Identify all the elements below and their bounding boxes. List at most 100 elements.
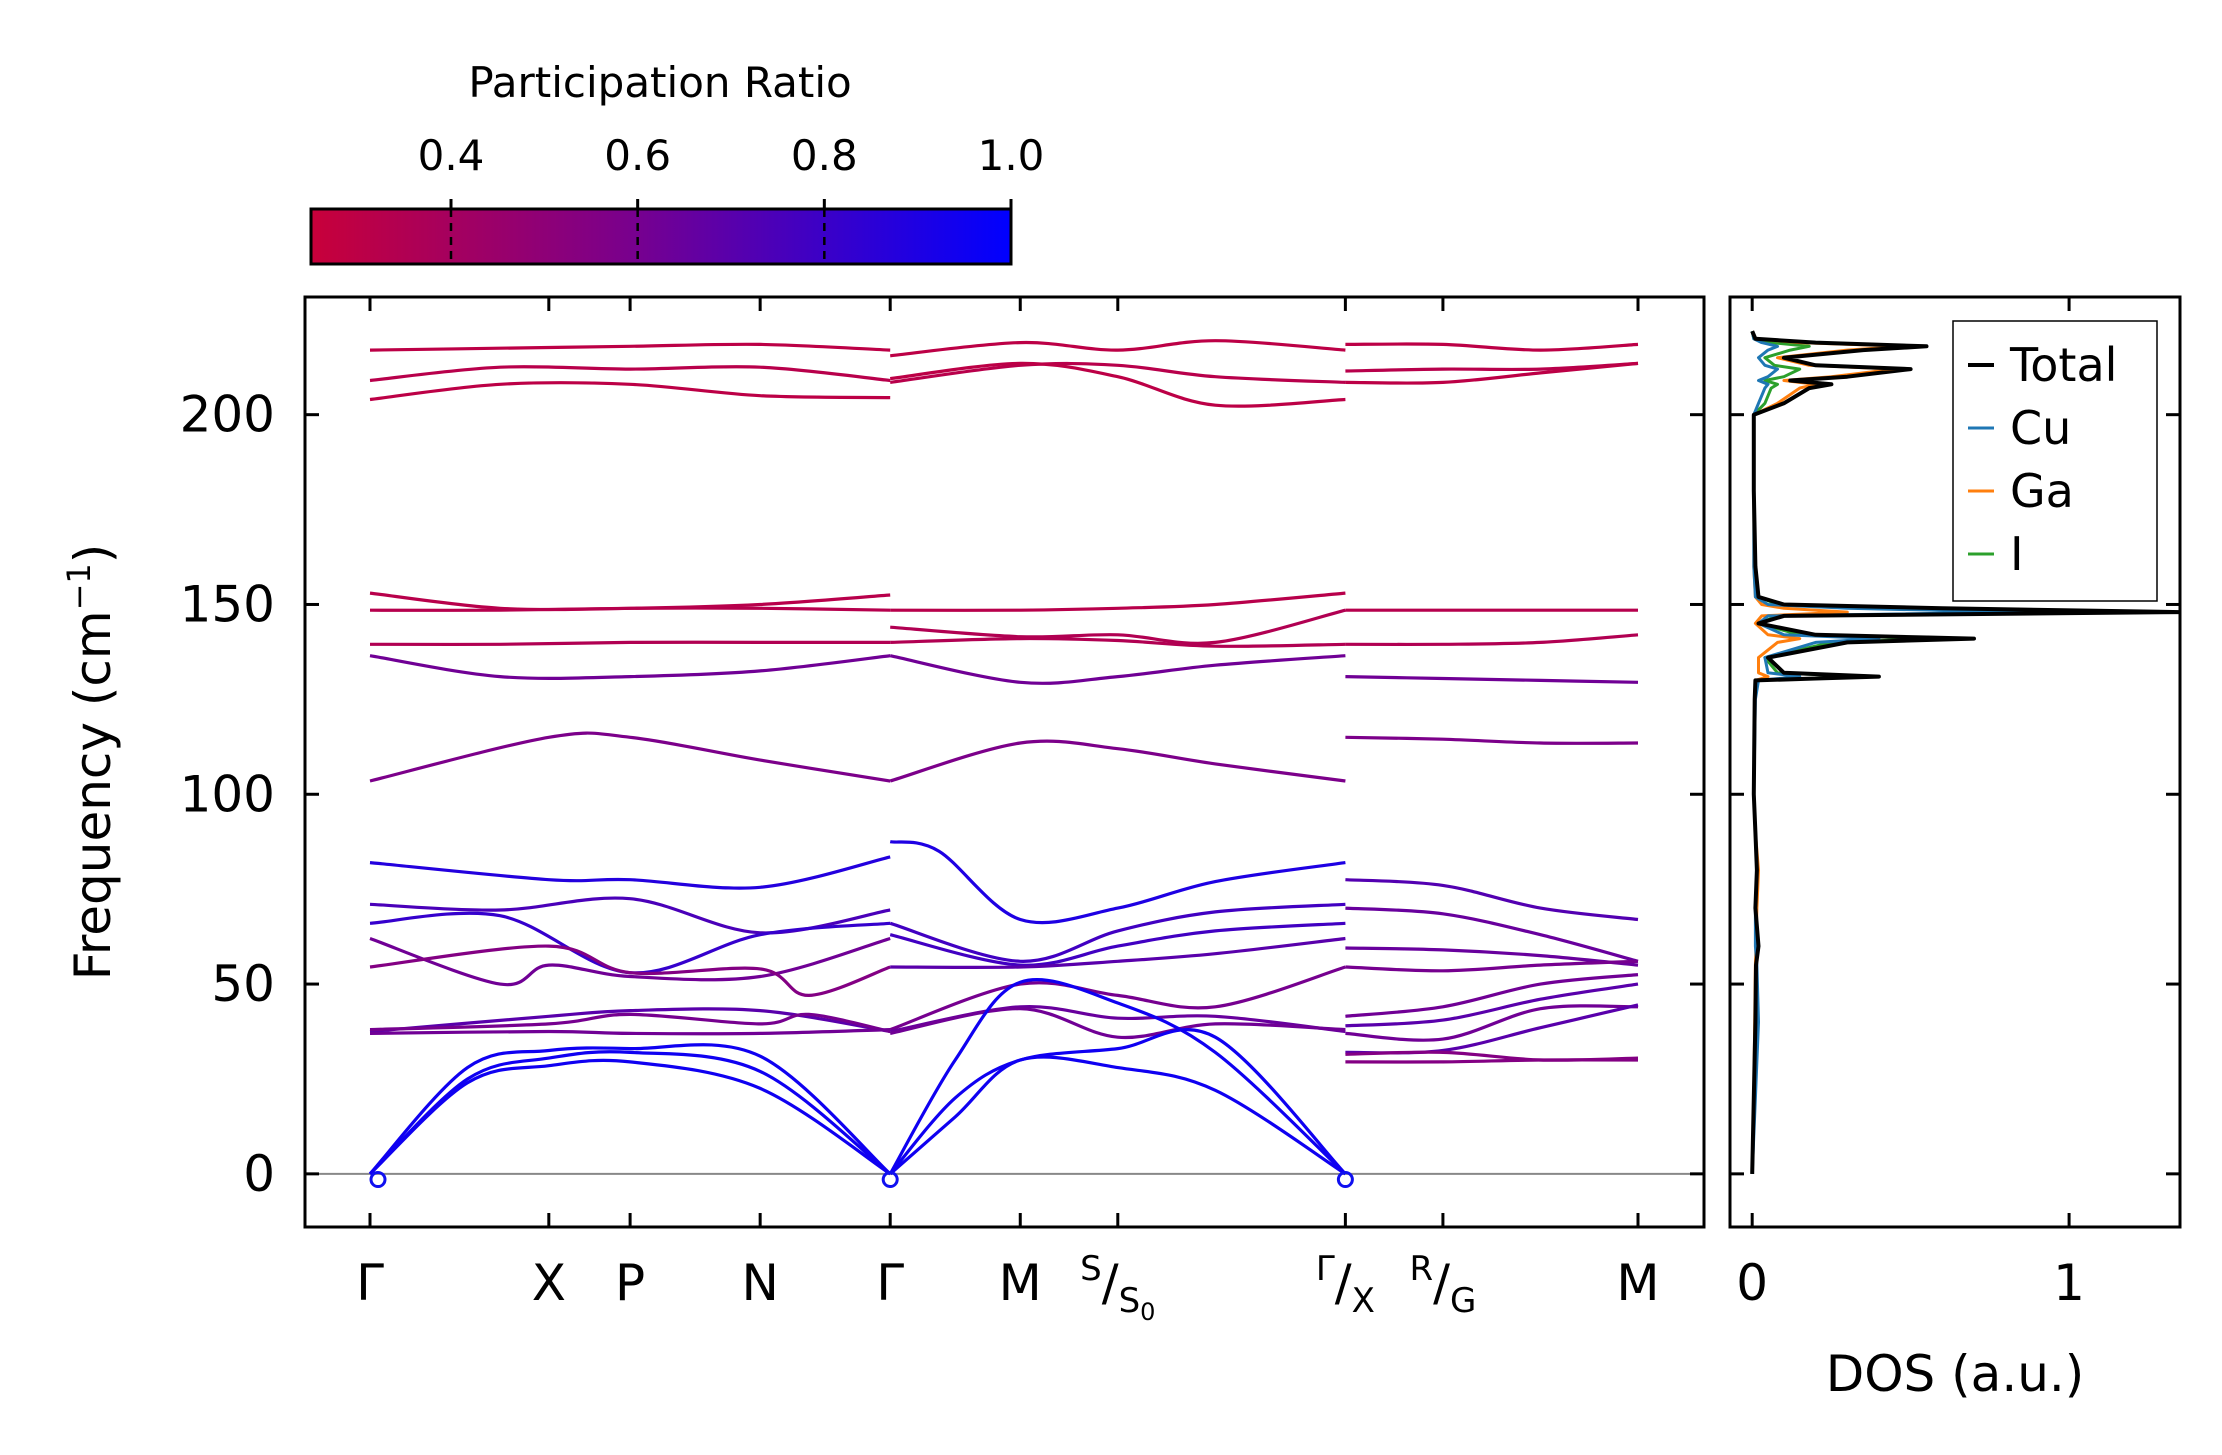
phonon-band-24: [890, 636, 1346, 648]
phonon-band-11: [369, 936, 891, 987]
band-axes-frame: [303, 295, 1706, 1229]
phonon-band-14: [369, 1012, 891, 1034]
xtick-label: N: [741, 1254, 778, 1312]
xtick-label-lower: X: [1352, 1281, 1375, 1321]
colorbar-title: Participation Ratio: [468, 58, 851, 107]
colorbar-tick-label: 1.0: [978, 131, 1045, 180]
frequency-axis-label: Frequency (cm−1): [60, 544, 122, 981]
xtick-label-lower: G: [1450, 1281, 1476, 1321]
xtick-label-upper: S: [1080, 1249, 1102, 1289]
phonon-band-41: [1345, 633, 1639, 647]
xtick-label-slash: /: [1102, 1254, 1119, 1312]
xtick-label: P: [615, 1254, 645, 1312]
high-symmetry-ticks: Γ X P N Γ M S/S0Γ/XR/G M: [356, 297, 1660, 1326]
dos-series-total: [1750, 330, 2180, 1174]
gamma-acoustic-loop: [1336, 1171, 1354, 1189]
phonon-bands: [368, 339, 1639, 1189]
legend-label-cu: Cu: [2010, 401, 2071, 455]
xtick-label-slash: /: [1335, 1254, 1352, 1312]
colorbar: Participation Ratio 0.4 0.6 0.8 1.0: [309, 58, 1045, 266]
phonon-band-33: [889, 1007, 1346, 1040]
ytick-label: 100: [180, 765, 275, 823]
phonon-band-16: [368, 1043, 892, 1176]
xtick-label: S/S0: [1080, 1249, 1155, 1326]
xtick-label: M: [999, 1254, 1042, 1312]
ytick-label: 0: [243, 1145, 275, 1203]
gamma-acoustic-loop: [881, 1171, 899, 1189]
xtick-label-upper: R: [1410, 1249, 1434, 1289]
ylabel-close: ): [64, 544, 122, 564]
dos-axis-label: DOS (a.u.): [1826, 1345, 2085, 1403]
phonon-band-53: [1345, 1058, 1639, 1064]
phonon-band-29: [889, 921, 1346, 967]
colorbar-gradient: [309, 207, 1013, 266]
phonon-band-36: [889, 1055, 1347, 1176]
phonon-band-32: [889, 1004, 1346, 1034]
dos-curves: [1750, 330, 2180, 1174]
colorbar-tick-label: 0.8: [791, 131, 858, 180]
phonon-band-47: [1345, 959, 1639, 973]
gamma-acoustic-loop: [369, 1171, 387, 1189]
xtick-label: Γ/X: [1316, 1249, 1375, 1321]
ylabel-main: Frequency (cm: [64, 610, 122, 980]
ytick-label: 200: [180, 386, 275, 444]
phonon-band-35: [888, 1028, 1347, 1176]
phonon-band-13: [369, 1007, 891, 1034]
phonon-band-39: [1345, 361, 1639, 385]
phonon-band-8: [369, 855, 891, 890]
ytick-label: 150: [180, 575, 275, 633]
phonon-band-2: [369, 381, 891, 402]
phonon-band-49: [1345, 982, 1639, 1028]
xtick-label: M: [1616, 1254, 1659, 1312]
ylabel-superscript: −1: [60, 563, 98, 610]
legend-label-total: Total: [2009, 338, 2117, 392]
phonon-band-23: [890, 608, 1346, 645]
phonon-band-27: [889, 840, 1346, 925]
xtick-label-slash: /: [1433, 1254, 1450, 1312]
phonon-band-5: [369, 640, 891, 647]
phonon-band-43: [1345, 735, 1639, 745]
phonon-band-4: [369, 606, 891, 612]
phonon-band-37: [1345, 342, 1639, 352]
colorbar-tick-label: 0.4: [418, 131, 485, 180]
phonon-band-0: [369, 342, 891, 352]
phonon-band-50: [1345, 1004, 1639, 1042]
phonon-band-1: [369, 365, 891, 383]
xtick-label-upper: Γ: [1316, 1249, 1335, 1289]
phonon-band-31: [889, 965, 1346, 1032]
phonon-band-20: [889, 361, 1346, 384]
phonon-band-17: [368, 1050, 892, 1176]
phonon-band-6: [369, 654, 891, 680]
phonon-band-21: [890, 361, 1346, 408]
dos-legend: Total Cu Ga I: [1952, 320, 2158, 602]
phonon-band-19: [890, 339, 1346, 358]
xtick-label-subscript: 0: [1140, 1298, 1155, 1326]
xtick-label: R/G: [1410, 1249, 1477, 1321]
phonon-band-22: [890, 591, 1346, 612]
dos-axes-frame: [1728, 295, 2182, 1229]
phonon-band-26: [889, 739, 1346, 783]
ytick-label: 50: [211, 955, 275, 1013]
phonon-band-7: [369, 731, 891, 783]
phonon-band-15: [369, 1028, 891, 1036]
phonon-band-42: [1345, 675, 1639, 684]
phonon-band-25: [889, 654, 1346, 685]
phonon-band-46: [1345, 946, 1639, 967]
phonon-band-30: [890, 936, 1346, 969]
dos-xtick-label: 0: [1736, 1254, 1768, 1312]
phonon-band-28: [889, 902, 1346, 963]
phonon-band-12: [369, 944, 891, 998]
xtick-label: Γ: [356, 1254, 384, 1312]
phonon-band-45: [1345, 906, 1639, 963]
colorbar-ticks: 0.4 0.6 0.8 1.0: [418, 131, 1045, 264]
dos-xtick-label: 1: [2053, 1254, 2085, 1312]
phonon-band-48: [1345, 973, 1639, 1018]
dos-series-ga: [1750, 330, 1906, 1174]
phonon-band-34: [888, 977, 1347, 1176]
phonon-band-44: [1345, 878, 1639, 922]
xtick-label: Γ: [876, 1254, 904, 1312]
